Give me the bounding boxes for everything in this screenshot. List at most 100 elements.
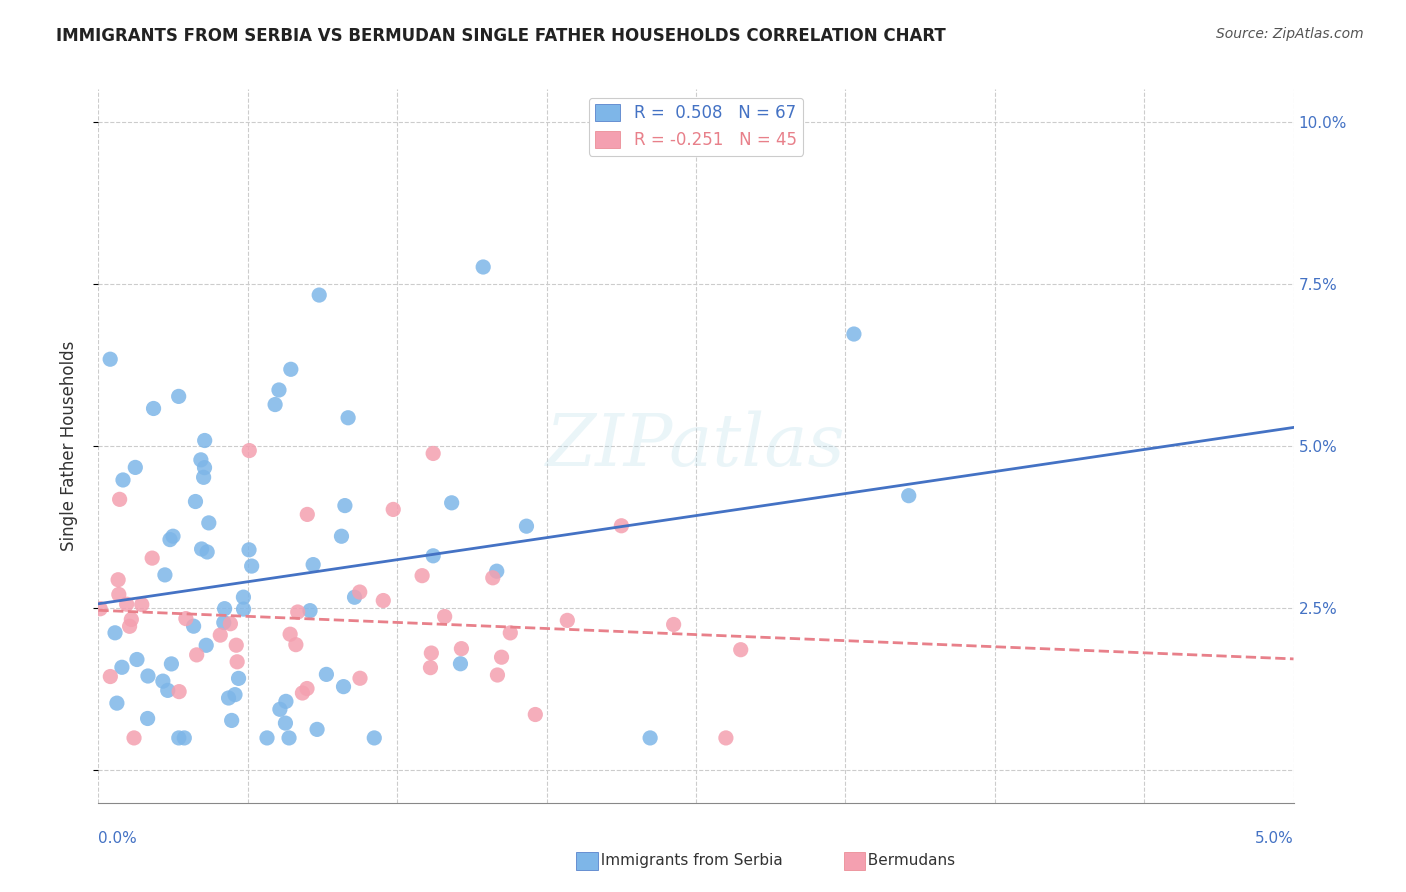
- Point: [714, 731, 737, 745]
- Point: [422, 549, 444, 563]
- Point: [256, 731, 278, 745]
- Point: [440, 496, 463, 510]
- Point: [897, 489, 920, 503]
- Point: [159, 533, 181, 547]
- Point: [108, 492, 131, 507]
- Point: [264, 398, 287, 412]
- Point: [225, 638, 247, 652]
- Text: 0.0%: 0.0%: [98, 831, 138, 846]
- Point: [125, 652, 148, 666]
- Point: [295, 681, 318, 696]
- Point: [136, 669, 159, 683]
- Point: [221, 714, 243, 728]
- Point: [195, 638, 218, 652]
- Point: [107, 573, 129, 587]
- Text: Source: ZipAtlas.com: Source: ZipAtlas.com: [1216, 27, 1364, 41]
- Point: [141, 551, 163, 566]
- Point: [343, 591, 366, 605]
- Point: [333, 499, 356, 513]
- Point: [152, 674, 174, 689]
- Text: IMMIGRANTS FROM SERBIA VS BERMUDAN SINGLE FATHER HOUSEHOLDS CORRELATION CHART: IMMIGRANTS FROM SERBIA VS BERMUDAN SINGL…: [56, 27, 946, 45]
- Point: [105, 696, 128, 710]
- Point: [218, 691, 240, 706]
- Point: [485, 564, 508, 578]
- Point: [167, 389, 190, 403]
- Point: [307, 723, 329, 737]
- Point: [89, 601, 111, 615]
- Point: [240, 559, 263, 574]
- Point: [297, 508, 319, 522]
- Point: [315, 667, 337, 681]
- Text: 5.0%: 5.0%: [1254, 831, 1294, 846]
- Point: [491, 650, 513, 665]
- Point: [274, 716, 297, 731]
- Point: [232, 602, 254, 616]
- Point: [193, 460, 215, 475]
- Point: [228, 672, 250, 686]
- Point: [481, 571, 503, 585]
- Point: [638, 731, 661, 745]
- Point: [308, 288, 330, 302]
- Point: [382, 502, 405, 516]
- Point: [120, 612, 142, 626]
- Point: [349, 585, 371, 599]
- Point: [278, 627, 301, 641]
- Point: [499, 626, 522, 640]
- Point: [162, 529, 184, 543]
- Point: [373, 593, 395, 607]
- Point: [153, 568, 176, 582]
- Point: [190, 453, 212, 467]
- Point: [156, 683, 179, 698]
- Point: [280, 362, 302, 376]
- Point: [167, 731, 190, 745]
- Point: [111, 473, 134, 487]
- Point: [267, 383, 290, 397]
- Point: [524, 707, 547, 722]
- Point: [555, 613, 578, 627]
- Point: [287, 605, 309, 619]
- Point: [302, 558, 325, 572]
- Point: [167, 684, 190, 698]
- Point: [142, 401, 165, 416]
- Point: [118, 619, 141, 633]
- Point: [214, 601, 236, 615]
- Point: [209, 628, 232, 642]
- Point: [349, 671, 371, 685]
- Point: [419, 660, 441, 674]
- Point: [662, 617, 685, 632]
- Point: [291, 686, 314, 700]
- Point: [195, 545, 218, 559]
- Point: [194, 434, 217, 448]
- Point: [174, 612, 197, 626]
- Point: [274, 694, 297, 708]
- Point: [450, 641, 472, 656]
- Point: [136, 711, 159, 725]
- Text: Bermudans: Bermudans: [858, 854, 955, 868]
- Point: [184, 494, 207, 508]
- Point: [131, 598, 153, 612]
- Point: [472, 260, 495, 274]
- Point: [411, 568, 433, 582]
- Point: [433, 609, 456, 624]
- Y-axis label: Single Father Households: Single Father Households: [59, 341, 77, 551]
- Point: [284, 638, 307, 652]
- Point: [122, 731, 145, 745]
- Point: [232, 590, 254, 604]
- Point: [337, 410, 360, 425]
- Point: [108, 587, 131, 601]
- Point: [115, 597, 138, 611]
- Point: [515, 519, 537, 533]
- Point: [111, 660, 134, 674]
- Point: [224, 688, 246, 702]
- Point: [198, 516, 221, 530]
- Point: [420, 646, 443, 660]
- Text: Immigrants from Serbia: Immigrants from Serbia: [591, 854, 782, 868]
- Point: [160, 657, 183, 671]
- Point: [173, 731, 195, 745]
- Point: [730, 642, 752, 657]
- Point: [298, 604, 321, 618]
- Point: [124, 460, 146, 475]
- Point: [98, 669, 121, 683]
- Point: [842, 326, 865, 341]
- Point: [363, 731, 385, 745]
